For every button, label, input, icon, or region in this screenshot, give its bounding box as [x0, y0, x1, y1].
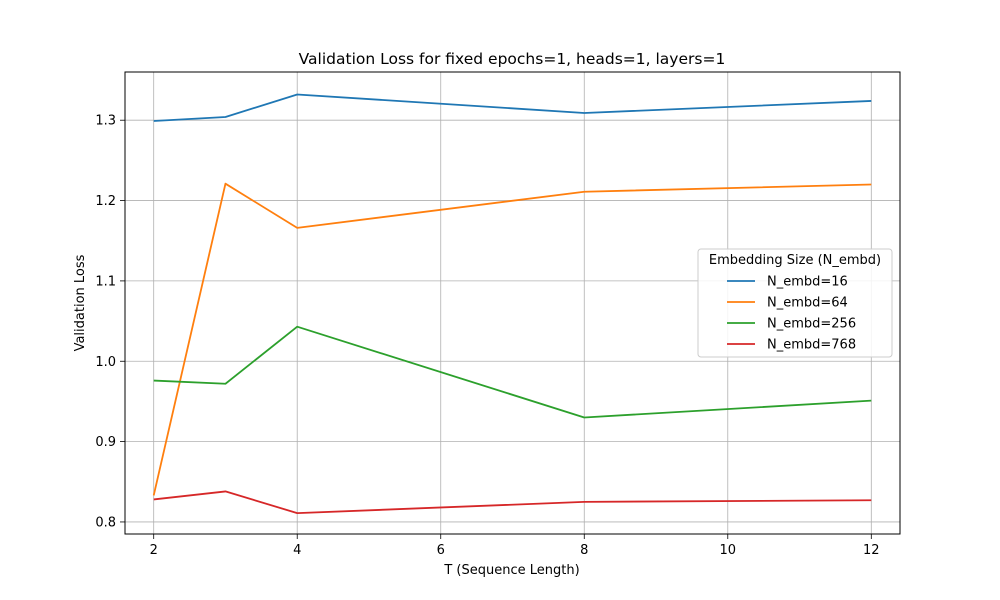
legend-label-4: N_embd=768: [767, 338, 856, 353]
x-tick-label: 2: [150, 543, 158, 558]
y-tick-label: 1.3: [95, 114, 116, 129]
series-line-1: [153, 93, 872, 122]
x-tick-label: 4: [293, 543, 301, 558]
y-tick-label: 0.8: [95, 515, 116, 530]
chart-title: Validation Loss for fixed epochs=1, head…: [299, 50, 726, 68]
x-tick-label: 12: [863, 543, 880, 558]
series-line-4: [153, 490, 872, 515]
x-axis-label: T (Sequence Length): [443, 563, 579, 578]
series-line-2: [152, 182, 872, 496]
legend-label-2: N_embd=64: [767, 296, 848, 311]
y-tick-label: 1.2: [95, 194, 116, 209]
x-tick-label: 10: [720, 543, 737, 558]
x-tick-label: 8: [580, 543, 588, 558]
x-axis-ticks: 2 4 6 8 10 12: [150, 534, 880, 558]
series-line-3: [153, 325, 872, 419]
y-axis-label: Validation Loss: [73, 254, 88, 351]
legend-title: Embedding Size (N_embd): [709, 253, 881, 268]
plot-frame: [124, 71, 901, 535]
legend-label-1: N_embd=16: [767, 275, 848, 290]
y-tick-label: 1.1: [95, 274, 116, 289]
series-lines: [152, 93, 872, 515]
legend-box: [697, 248, 893, 358]
legend: Embedding Size (N_embd) N_embd=16N_embd=…: [697, 248, 893, 358]
x-tick-label: 6: [437, 543, 445, 558]
legend-entries: N_embd=16 N_embd=64 N_embd=256 N_embd=768: [727, 275, 856, 353]
y-tick-label: 1.0: [95, 355, 116, 370]
y-axis-ticks: 0.8 0.9 1.0 1.1 1.2 1.3: [95, 114, 125, 530]
legend-label-3: N_embd=256: [767, 317, 856, 332]
y-tick-label: 0.9: [95, 435, 116, 450]
